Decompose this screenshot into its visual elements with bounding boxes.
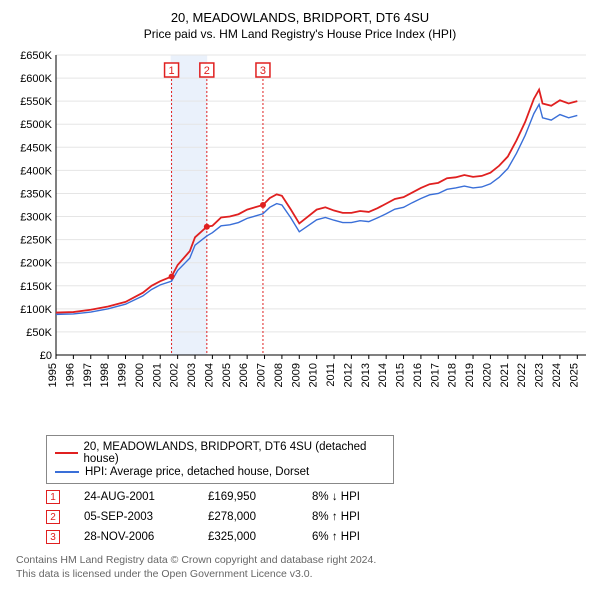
transaction-list: 1 24-AUG-2001 £169,950 8% ↓ HPI 2 05-SEP-2003…	[8, 490, 592, 544]
y-tick-label: £0	[40, 350, 52, 362]
footer-line: Contains HM Land Registry data © Crown c…	[16, 554, 592, 568]
x-tick-label: 1998	[99, 363, 111, 387]
x-tick-label: 2019	[464, 363, 476, 387]
x-tick-label: 2001	[151, 363, 163, 387]
legend-item: 20, MEADOWLANDS, BRIDPORT, DT6 4SU (deta…	[55, 441, 385, 465]
x-tick-label: 2014	[377, 363, 389, 387]
transaction-marker: 1	[46, 490, 60, 504]
legend-item: HPI: Average price, detached house, Dors…	[55, 466, 385, 478]
x-tick-label: 1999	[117, 363, 129, 387]
transaction-date: 05-SEP-2003	[84, 511, 184, 523]
transaction-price: £169,950	[208, 491, 288, 503]
y-tick-label: £600K	[20, 73, 52, 85]
x-tick-label: 2006	[238, 363, 250, 387]
legend-label: 20, MEADOWLANDS, BRIDPORT, DT6 4SU (deta…	[84, 441, 385, 465]
y-tick-label: £200K	[20, 258, 52, 270]
sale-marker-number: 1	[168, 65, 174, 77]
y-tick-label: £400K	[20, 165, 52, 177]
legend-swatch	[55, 452, 78, 454]
footer-line: This data is licensed under the Open Gov…	[16, 568, 592, 582]
sale-point	[204, 224, 210, 230]
x-tick-label: 2023	[534, 363, 546, 387]
attribution: Contains HM Land Registry data © Crown c…	[16, 554, 592, 581]
transaction-price: £278,000	[208, 511, 288, 523]
x-tick-label: 2016	[412, 363, 424, 387]
transaction-date: 24-AUG-2001	[84, 491, 184, 503]
x-tick-label: 2017	[429, 363, 441, 387]
y-tick-label: £100K	[20, 304, 52, 316]
chart-area: £0 £50K £100K £150K £200K £250K £300K £350K £400…	[8, 49, 592, 429]
sale-marker-number: 2	[204, 65, 210, 77]
x-tick-label: 2020	[481, 363, 493, 387]
x-tick-label: 2008	[273, 363, 285, 387]
transaction-hpi-diff: 8% ↑ HPI	[312, 511, 402, 523]
chart-subtitle: Price paid vs. HM Land Registry's House …	[8, 27, 592, 41]
x-tick-label: 2000	[134, 363, 146, 387]
x-tick-label: 2007	[256, 363, 268, 387]
y-tick-label: £250K	[20, 235, 52, 247]
sale-marker-number: 3	[260, 65, 266, 77]
y-tick-label: £450K	[20, 142, 52, 154]
y-tick-label: £150K	[20, 281, 52, 293]
x-tick-label: 1996	[64, 363, 76, 387]
transaction-row: 2 05-SEP-2003 £278,000 8% ↑ HPI	[46, 510, 592, 524]
x-tick-label: 2013	[360, 363, 372, 387]
legend: 20, MEADOWLANDS, BRIDPORT, DT6 4SU (deta…	[46, 435, 394, 484]
transaction-row: 3 28-NOV-2006 £325,000 6% ↑ HPI	[46, 530, 592, 544]
legend-swatch	[55, 471, 79, 473]
line-chart: £0 £50K £100K £150K £200K £250K £300K £350K £400…	[8, 49, 592, 429]
sale-point	[169, 274, 175, 280]
y-tick-label: £500K	[20, 119, 52, 131]
x-tick-label: 2012	[342, 363, 354, 387]
x-tick-label: 2015	[395, 363, 407, 387]
y-tick-label: £350K	[20, 188, 52, 200]
x-tick-label: 2022	[516, 363, 528, 387]
x-tick-label: 2024	[551, 363, 563, 387]
x-tick-label: 2021	[499, 363, 511, 387]
transaction-hpi-diff: 8% ↓ HPI	[312, 491, 402, 503]
y-tick-label: £300K	[20, 212, 52, 224]
x-tick-label: 1997	[82, 363, 94, 387]
y-tick-label: £550K	[20, 96, 52, 108]
transaction-marker: 2	[46, 510, 60, 524]
x-tick-label: 2010	[308, 363, 320, 387]
x-tick-label: 2009	[290, 363, 302, 387]
y-tick-label: £650K	[20, 50, 52, 62]
chart-title: 20, MEADOWLANDS, BRIDPORT, DT6 4SU	[8, 10, 592, 25]
x-tick-label: 1995	[47, 363, 59, 387]
x-tick-label: 2002	[169, 363, 181, 387]
sale-point	[260, 202, 266, 208]
x-tick-label: 2004	[203, 363, 215, 387]
legend-label: HPI: Average price, detached house, Dors…	[85, 466, 309, 478]
transaction-date: 28-NOV-2006	[84, 531, 184, 543]
transaction-price: £325,000	[208, 531, 288, 543]
transaction-marker: 3	[46, 530, 60, 544]
x-tick-label: 2003	[186, 363, 198, 387]
x-tick-label: 2011	[325, 363, 337, 387]
transaction-row: 1 24-AUG-2001 £169,950 8% ↓ HPI	[46, 490, 592, 504]
x-tick-label: 2005	[221, 363, 233, 387]
transaction-hpi-diff: 6% ↑ HPI	[312, 531, 402, 543]
x-tick-label: 2018	[447, 363, 459, 387]
y-tick-label: £50K	[26, 327, 52, 339]
x-tick-label: 2025	[568, 363, 580, 387]
